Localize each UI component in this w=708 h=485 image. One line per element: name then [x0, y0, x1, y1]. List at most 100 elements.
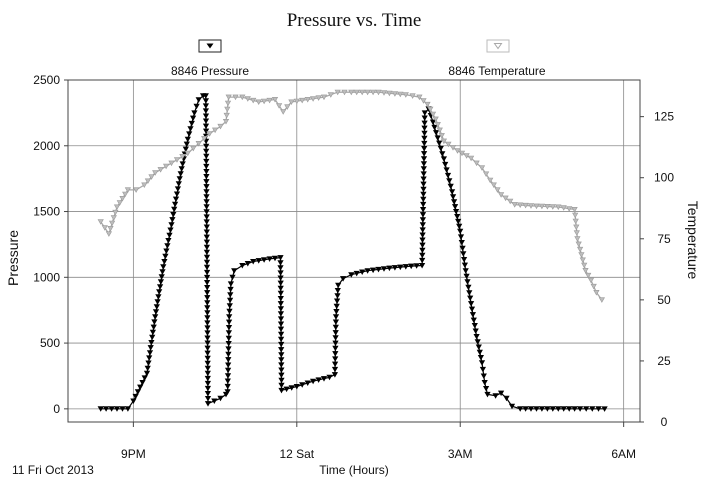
data-point: [582, 268, 589, 274]
data-point: [149, 329, 157, 336]
data-point: [239, 263, 246, 269]
data-point: [446, 178, 453, 184]
data-point: [574, 236, 581, 242]
data-point: [204, 305, 211, 311]
data-point: [203, 254, 211, 261]
data-point: [288, 385, 295, 391]
data-point: [171, 201, 179, 208]
data-point: [413, 263, 420, 269]
data-point: [420, 196, 427, 203]
data-point: [566, 406, 573, 412]
data-point: [108, 220, 116, 227]
data-point: [571, 207, 578, 213]
y-axis-title: Pressure: [5, 230, 21, 286]
data-point: [517, 406, 524, 412]
data-point: [224, 378, 231, 385]
data-point: [173, 191, 181, 198]
data-point: [224, 383, 231, 390]
data-point: [481, 380, 488, 386]
data-point: [480, 373, 487, 380]
data-point: [203, 148, 210, 155]
data-point: [467, 301, 475, 307]
data-point: [424, 101, 431, 108]
data-point: [224, 367, 232, 374]
data-point: [229, 274, 236, 281]
data-point: [475, 344, 482, 351]
data-point: [144, 178, 152, 185]
data-point: [420, 151, 428, 157]
data-point: [226, 297, 234, 304]
y2-axis-ticks: 0 25 50 75 100 125: [640, 110, 674, 429]
data-point: [284, 104, 291, 110]
data-point: [555, 406, 562, 412]
data-point: [492, 393, 499, 399]
data-point: [409, 93, 416, 99]
data-point: [203, 163, 210, 170]
data-point: [590, 283, 597, 290]
data-point: [277, 280, 284, 287]
data-point: [160, 264, 167, 270]
legend-marker-temperature-box[interactable]: [486, 39, 510, 53]
data-point: [587, 277, 595, 284]
data-point: [456, 223, 463, 230]
data-point: [419, 232, 426, 239]
data-point: [472, 328, 479, 335]
data-point: [277, 265, 284, 271]
data-point: [203, 143, 210, 150]
data-point: [155, 294, 162, 300]
data-point: [206, 131, 213, 137]
data-point: [533, 406, 540, 412]
data-point: [471, 323, 478, 329]
data-point: [490, 182, 497, 189]
data-point: [478, 360, 486, 366]
data-point: [332, 319, 340, 326]
data-point: [544, 406, 551, 412]
data-point: [204, 391, 212, 397]
y2-tick-label: 75: [657, 232, 671, 246]
data-point: [124, 187, 132, 193]
data-point: [278, 347, 285, 353]
data-point: [517, 202, 524, 209]
data-point: [204, 315, 211, 321]
data-point: [419, 207, 427, 213]
data-point: [449, 145, 457, 151]
data-point: [571, 406, 578, 412]
data-point: [443, 167, 450, 173]
data-point: [421, 146, 428, 152]
data-point: [152, 314, 159, 320]
data-point: [450, 199, 458, 205]
data-point: [364, 89, 371, 96]
data-point: [175, 181, 182, 187]
data-point: [277, 336, 285, 343]
data-point: [204, 290, 211, 296]
data-point: [304, 97, 311, 103]
data-point: [457, 228, 464, 235]
data-point: [335, 282, 342, 289]
data-point: [420, 176, 427, 183]
data-point: [277, 260, 284, 266]
data-point: [222, 119, 230, 125]
data-point: [116, 200, 123, 206]
data-point: [163, 248, 170, 255]
data-point: [293, 384, 300, 390]
data-point: [134, 389, 142, 395]
data-point: [122, 191, 129, 198]
data-point: [454, 214, 461, 220]
data-point: [421, 135, 428, 142]
data-point: [469, 312, 477, 318]
data-point: [224, 106, 231, 113]
data-point: [331, 361, 339, 368]
data-point: [538, 406, 546, 412]
data-point: [447, 183, 454, 190]
data-point: [202, 103, 210, 109]
data-point: [193, 103, 200, 110]
data-point: [145, 360, 152, 367]
data-point: [225, 319, 233, 326]
data-point: [231, 268, 238, 274]
data-point: [277, 321, 285, 328]
data-point: [573, 224, 580, 231]
data-point: [332, 340, 339, 347]
data-point: [341, 89, 348, 96]
data-point: [146, 355, 153, 361]
data-point: [204, 350, 211, 357]
